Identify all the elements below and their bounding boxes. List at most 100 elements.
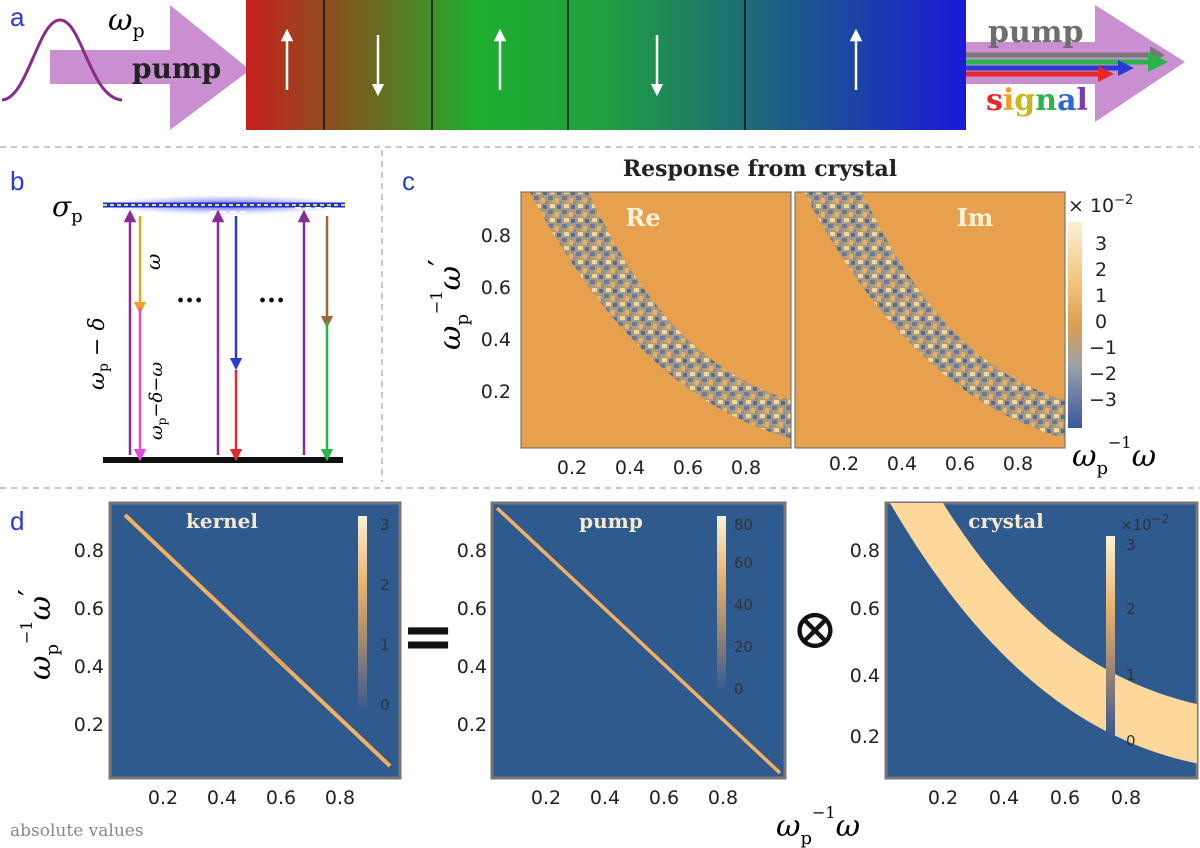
panel-c-y-ticks: 0.8 0.6 0.4 0.2 bbox=[481, 225, 511, 403]
colorbar-tick: −3 bbox=[1089, 389, 1117, 411]
y-tick-label: 0.8 bbox=[457, 540, 487, 562]
label-omega: ω bbox=[141, 254, 165, 270]
colorbar-tick: 3 bbox=[1095, 233, 1107, 255]
x-tick-label: 0.6 bbox=[649, 787, 679, 809]
kernel-map: kernel 3 2 1 0 bbox=[108, 501, 402, 780]
x-tick-label: 0.4 bbox=[615, 457, 645, 479]
colorbar-tick: 1 bbox=[1095, 285, 1107, 307]
x-tick-label: 0.4 bbox=[590, 787, 620, 809]
y-tick-label: 0.4 bbox=[457, 656, 487, 678]
panel-c-colorbar-ticks: 3 2 1 0 −1 −2 −3 bbox=[1089, 233, 1117, 411]
colorbar-tick: −2 bbox=[1089, 363, 1117, 385]
colorbar-tick: 3 bbox=[380, 516, 390, 534]
sigma-p-symbol: σp bbox=[52, 190, 83, 227]
crystal-block bbox=[246, 0, 966, 130]
colorbar-tick: 0 bbox=[1126, 732, 1136, 750]
x-tick-label: 0.8 bbox=[325, 787, 355, 809]
y-tick-label: 0.2 bbox=[481, 381, 511, 403]
colorbar-tick: 40 bbox=[734, 596, 753, 614]
panel-c-letter: c bbox=[402, 166, 415, 196]
x-tick-label: 0.4 bbox=[887, 453, 917, 475]
colorbar-exponent: ×10−2 bbox=[1120, 512, 1169, 534]
re-map: Re bbox=[520, 191, 792, 449]
panel-c-x-ticks-re: 0.2 0.4 0.6 0.8 bbox=[557, 457, 761, 479]
x-tick-label: 0.6 bbox=[1050, 787, 1080, 809]
colorbar-tick: 80 bbox=[734, 516, 753, 534]
panel-a-letter: a bbox=[10, 2, 25, 32]
x-tick-label: 0.2 bbox=[557, 457, 587, 479]
label-wp-minus-delta: ωp − δ bbox=[85, 317, 112, 390]
kernel-x-ticks: 0.2 0.4 0.6 0.8 bbox=[148, 787, 355, 809]
x-tick-label: 0.4 bbox=[989, 787, 1019, 809]
pump-x-ticks: 0.2 0.4 0.6 0.8 bbox=[531, 787, 738, 809]
omega-p-symbol: ωp bbox=[108, 3, 145, 42]
panel-c-x-axis-label: ωp−1ω bbox=[1072, 433, 1156, 479]
x-tick-label: 0.6 bbox=[945, 453, 975, 475]
x-tick-label: 0.6 bbox=[673, 457, 703, 479]
ellipsis: ... bbox=[258, 279, 285, 309]
colorbar-tick: 0 bbox=[734, 680, 744, 698]
panel-b-letter: b bbox=[10, 166, 24, 196]
pump-map: pump 80 60 40 20 0 bbox=[490, 501, 787, 780]
colorbar-tick: 1 bbox=[380, 636, 390, 654]
im-map: Im bbox=[794, 191, 1066, 449]
output-signal-label: signal bbox=[986, 83, 1088, 118]
panel-d-letter: d bbox=[10, 506, 24, 536]
panel-c-title: Response from crystal bbox=[623, 156, 897, 182]
colorbar-tick: 3 bbox=[1126, 536, 1136, 554]
colorbar-tick: 0 bbox=[380, 696, 390, 714]
output-pump-label: pump bbox=[988, 15, 1084, 50]
pump-arrow bbox=[50, 5, 250, 130]
y-tick-label: 0.4 bbox=[850, 665, 880, 687]
colorbar-tick: 1 bbox=[1126, 666, 1136, 684]
x-tick-label: 0.8 bbox=[731, 457, 761, 479]
colorbar-tick: −1 bbox=[1089, 337, 1117, 359]
x-tick-label: 0.2 bbox=[531, 787, 561, 809]
y-tick-label: 0.2 bbox=[74, 714, 104, 736]
re-label: Re bbox=[625, 203, 660, 232]
colorbar-tick: 60 bbox=[734, 554, 753, 572]
panel-c-colorbar bbox=[1068, 222, 1082, 428]
im-label: Im bbox=[957, 203, 994, 232]
crystal-y-ticks: 0.8 0.6 0.4 0.2 bbox=[850, 540, 880, 748]
x-tick-label: 0.8 bbox=[1003, 453, 1033, 475]
footnote: absolute values bbox=[10, 821, 144, 841]
colorbar-tick: 0 bbox=[1095, 311, 1107, 333]
equals-sign: = bbox=[401, 599, 455, 674]
colorbar-tick: 2 bbox=[1126, 600, 1136, 618]
pump-colorbar bbox=[717, 516, 726, 688]
y-tick-label: 0.8 bbox=[481, 225, 511, 247]
y-tick-label: 0.4 bbox=[74, 656, 104, 678]
crystal-x-ticks: 0.2 0.4 0.6 0.8 bbox=[928, 787, 1141, 809]
x-tick-label: 0.2 bbox=[829, 453, 859, 475]
pump-y-ticks: 0.8 0.6 0.4 0.2 bbox=[457, 540, 487, 736]
panel-c-x-ticks-im: 0.2 0.4 0.6 0.8 bbox=[829, 453, 1033, 475]
pump-label: pump bbox=[132, 52, 221, 85]
y-tick-label: 0.6 bbox=[481, 277, 511, 299]
x-tick-label: 0.4 bbox=[207, 787, 237, 809]
y-tick-label: 0.6 bbox=[850, 598, 880, 620]
x-tick-label: 0.8 bbox=[708, 787, 738, 809]
label-wp-minus-delta-minus-omega: ωp−δ−ω bbox=[146, 362, 169, 440]
panel-d-x-axis-label: ωp−1ω bbox=[776, 803, 860, 848]
x-tick-label: 0.8 bbox=[1111, 787, 1141, 809]
crystal-colorbar bbox=[1106, 536, 1115, 736]
y-tick-label: 0.2 bbox=[850, 726, 880, 748]
y-tick-label: 0.8 bbox=[850, 540, 880, 562]
x-tick-label: 0.2 bbox=[928, 787, 958, 809]
crystal-label: crystal bbox=[968, 509, 1044, 533]
y-tick-label: 0.6 bbox=[457, 598, 487, 620]
colorbar-tick: 2 bbox=[380, 576, 390, 594]
y-tick-label: 0.6 bbox=[74, 598, 104, 620]
x-tick-label: 0.6 bbox=[266, 787, 296, 809]
y-tick-label: 0.4 bbox=[481, 329, 511, 351]
kernel-y-ticks: 0.8 0.6 0.4 0.2 bbox=[74, 540, 104, 736]
kernel-label: kernel bbox=[186, 509, 258, 533]
colorbar-tick: 2 bbox=[1095, 259, 1107, 281]
pump-pulse-curve bbox=[1, 18, 123, 102]
colorbar-tick: 20 bbox=[734, 638, 753, 656]
x-tick-label: 0.2 bbox=[148, 787, 178, 809]
pump-label: pump bbox=[579, 509, 643, 533]
crystal-map: crystal ×10−2 3 2 1 0 bbox=[884, 501, 1199, 780]
